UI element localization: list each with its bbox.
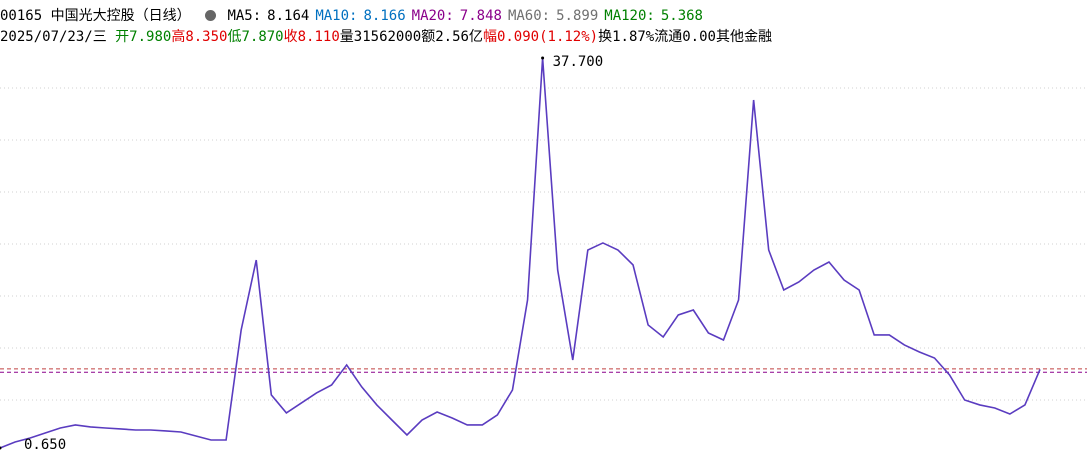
ma-label: MA5: <box>227 8 262 24</box>
annotation: 37.700 <box>553 54 604 70</box>
ma-label: MA10: <box>315 8 358 24</box>
quote-value: 8.350 <box>185 29 228 45</box>
header: 00165 中国光大控股（日线） MA5: 8.164 MA10: 8.166 MA20… <box>0 0 1087 48</box>
title: 00165 中国光大控股（日线） <box>0 8 191 24</box>
quote-label: 低 <box>227 29 242 45</box>
ma-value: 7.848 <box>459 8 502 24</box>
quote-label: 开 <box>115 29 130 45</box>
quote-label: 额 <box>421 29 436 45</box>
annotation-point <box>0 446 2 450</box>
ma-value: 5.368 <box>660 8 703 24</box>
header-row: 2025/07/23/三 开7.980高8.350低7.870收8.110量31… <box>0 27 1087 48</box>
ma-label: MA120: <box>604 8 655 24</box>
quote-label: 流通 <box>654 29 683 45</box>
ma-label: MA60: <box>507 8 551 24</box>
annotation: 0.650 <box>24 437 66 453</box>
quote-value: 7.870 <box>241 29 284 45</box>
ma-value: 8.166 <box>363 8 406 24</box>
quote-label: 换 <box>598 29 613 45</box>
price-line <box>0 57 1041 449</box>
quote-value: 31562000 <box>353 29 422 45</box>
quote-label: 高 <box>171 29 186 45</box>
ma-label: MA20: <box>411 8 454 24</box>
quote-value: 2.56亿 <box>435 29 483 45</box>
quote-label: 量 <box>339 29 354 45</box>
annotation-point <box>541 56 545 60</box>
quote-value: 8.110 <box>297 29 340 45</box>
ma-value: 5.899 <box>556 8 599 24</box>
quote-value: 1.87% <box>612 29 655 45</box>
date: 2025/07/23/三 <box>0 29 107 45</box>
quote-value: 7.980 <box>129 29 172 45</box>
quote-label: 幅 <box>482 29 497 45</box>
sector: 其他金融 <box>715 29 772 45</box>
ma-value: 8.164 <box>267 8 310 24</box>
quote-label: 收 <box>283 29 298 45</box>
icon <box>205 10 217 21</box>
quote-value: 0.00 <box>682 29 716 45</box>
header-row: 00165 中国光大控股（日线） MA5: 8.164 MA10: 8.166 MA20… <box>0 0 1087 27</box>
quote-value: 0.090(1.12%) <box>496 29 599 45</box>
